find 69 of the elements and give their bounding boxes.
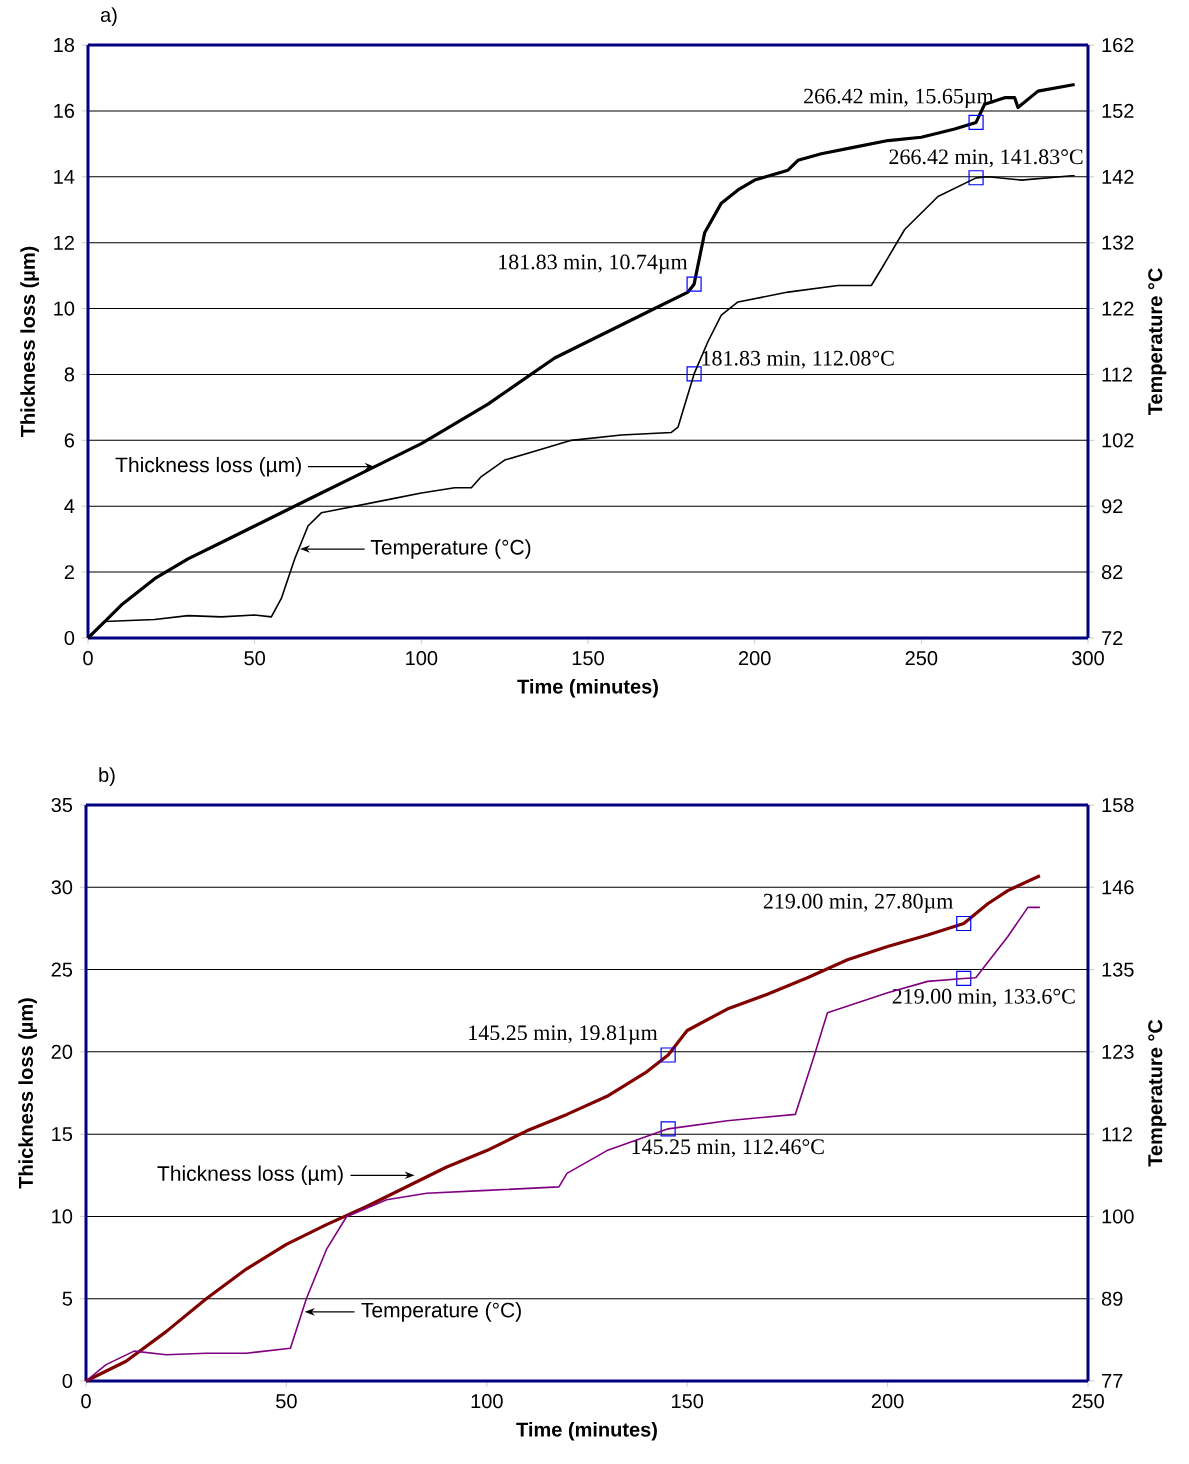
y-tick-label: 25 <box>51 962 73 977</box>
chart-title: a) <box>100 7 117 26</box>
x-axis-title: Time (minutes) <box>517 678 658 698</box>
y-tick-label: 0 <box>64 630 75 646</box>
y2-tick-label: 92 <box>1102 499 1123 514</box>
x-tick-label: 0 <box>81 1394 91 1409</box>
annotation: 266.42 min, 141.83°C <box>889 149 1083 168</box>
y2-axis-title: Temperature °C <box>1148 1019 1167 1167</box>
y-tick-label: 30 <box>51 880 73 895</box>
x-tick-label: 50 <box>244 651 266 666</box>
y2-tick-label: 77 <box>1102 1374 1123 1388</box>
y-tick-label: 20 <box>51 1044 73 1059</box>
y2-tick-label: 112 <box>1102 367 1132 382</box>
x-tick-label: 100 <box>406 651 438 666</box>
y-tick-label: 2 <box>64 565 74 580</box>
y-tick-label: 6 <box>64 433 75 448</box>
annotation: 181.83 min, 10.74µm <box>499 254 688 274</box>
y-tick-label: 18 <box>54 37 75 53</box>
x-tick-label: 250 <box>905 651 938 666</box>
annotation: 219.00 min, 27.80µm <box>763 893 953 914</box>
x-tick-label: 50 <box>276 1394 297 1409</box>
x-tick-label: 250 <box>1072 1394 1104 1409</box>
y2-tick-label: 122 <box>1102 301 1134 316</box>
y-tick-label: 5 <box>62 1291 73 1306</box>
x-tick-label: 150 <box>572 651 604 666</box>
x-tick-label: 0 <box>83 651 93 666</box>
y2-tick-label: 152 <box>1102 103 1134 118</box>
y2-tick-label: 123 <box>1102 1044 1134 1059</box>
chart-title: b) <box>99 767 115 786</box>
x-tick-label: 100 <box>471 1394 503 1409</box>
y-tick-label: 4 <box>64 499 75 514</box>
y2-axis-title: Temperature °C <box>1148 268 1167 416</box>
y-tick-label: 14 <box>54 169 75 184</box>
y-tick-label: 0 <box>62 1373 73 1389</box>
x-tick-label: 300 <box>1072 651 1104 666</box>
y2-tick-label: 112 <box>1102 1127 1132 1142</box>
x-axis-title: Time (minutes) <box>516 1421 657 1441</box>
y2-tick-label: 82 <box>1101 565 1123 580</box>
x-tick-label: 150 <box>672 1394 704 1409</box>
text: Temperature (°C) <box>361 1302 521 1322</box>
y2-tick-label: 158 <box>1102 797 1134 813</box>
y-tick-label: 15 <box>52 1127 73 1142</box>
y-tick-label: 8 <box>64 367 75 382</box>
x-tick-label: 200 <box>738 651 771 666</box>
y-tick-label: 10 <box>54 301 75 316</box>
x-tick-label: 200 <box>871 1394 904 1409</box>
annotation: 219.00 min, 133.6°C <box>892 988 1075 1007</box>
y2-tick-label: 89 <box>1101 1291 1123 1306</box>
y2-tick-label: 132 <box>1102 235 1134 250</box>
annotation: 145.25 min, 19.81µm <box>469 1025 658 1045</box>
y-tick-label: 35 <box>51 797 73 813</box>
annotation: 181.83 min, 112.08°C <box>702 350 894 369</box>
y-tick-label: 16 <box>54 103 75 118</box>
annotation: 145.25 min, 112.46°C <box>632 1139 824 1158</box>
y2-tick-label: 162 <box>1102 37 1134 53</box>
y2-tick-label: 142 <box>1102 169 1134 184</box>
y2-tick-label: 72 <box>1102 631 1123 645</box>
y2-tick-label: 135 <box>1102 962 1134 977</box>
y-axis-title: Thickness loss (µm) <box>18 998 37 1189</box>
y2-tick-label: 102 <box>1102 433 1134 448</box>
y-tick-label: 10 <box>52 1209 73 1224</box>
y-tick-label: 12 <box>54 235 74 250</box>
y2-tick-label: 100 <box>1102 1209 1134 1224</box>
legend-label: Temperature (°C) <box>370 539 531 559</box>
y2-tick-label: 146 <box>1102 880 1134 895</box>
series-label: Thickness loss (µm) <box>115 456 301 477</box>
annotation: 266.42 min, 15.65µm <box>804 88 994 109</box>
series-label: Thickness loss (µm) <box>157 1165 343 1186</box>
y-axis-title: Thickness loss (µm) <box>20 246 39 438</box>
